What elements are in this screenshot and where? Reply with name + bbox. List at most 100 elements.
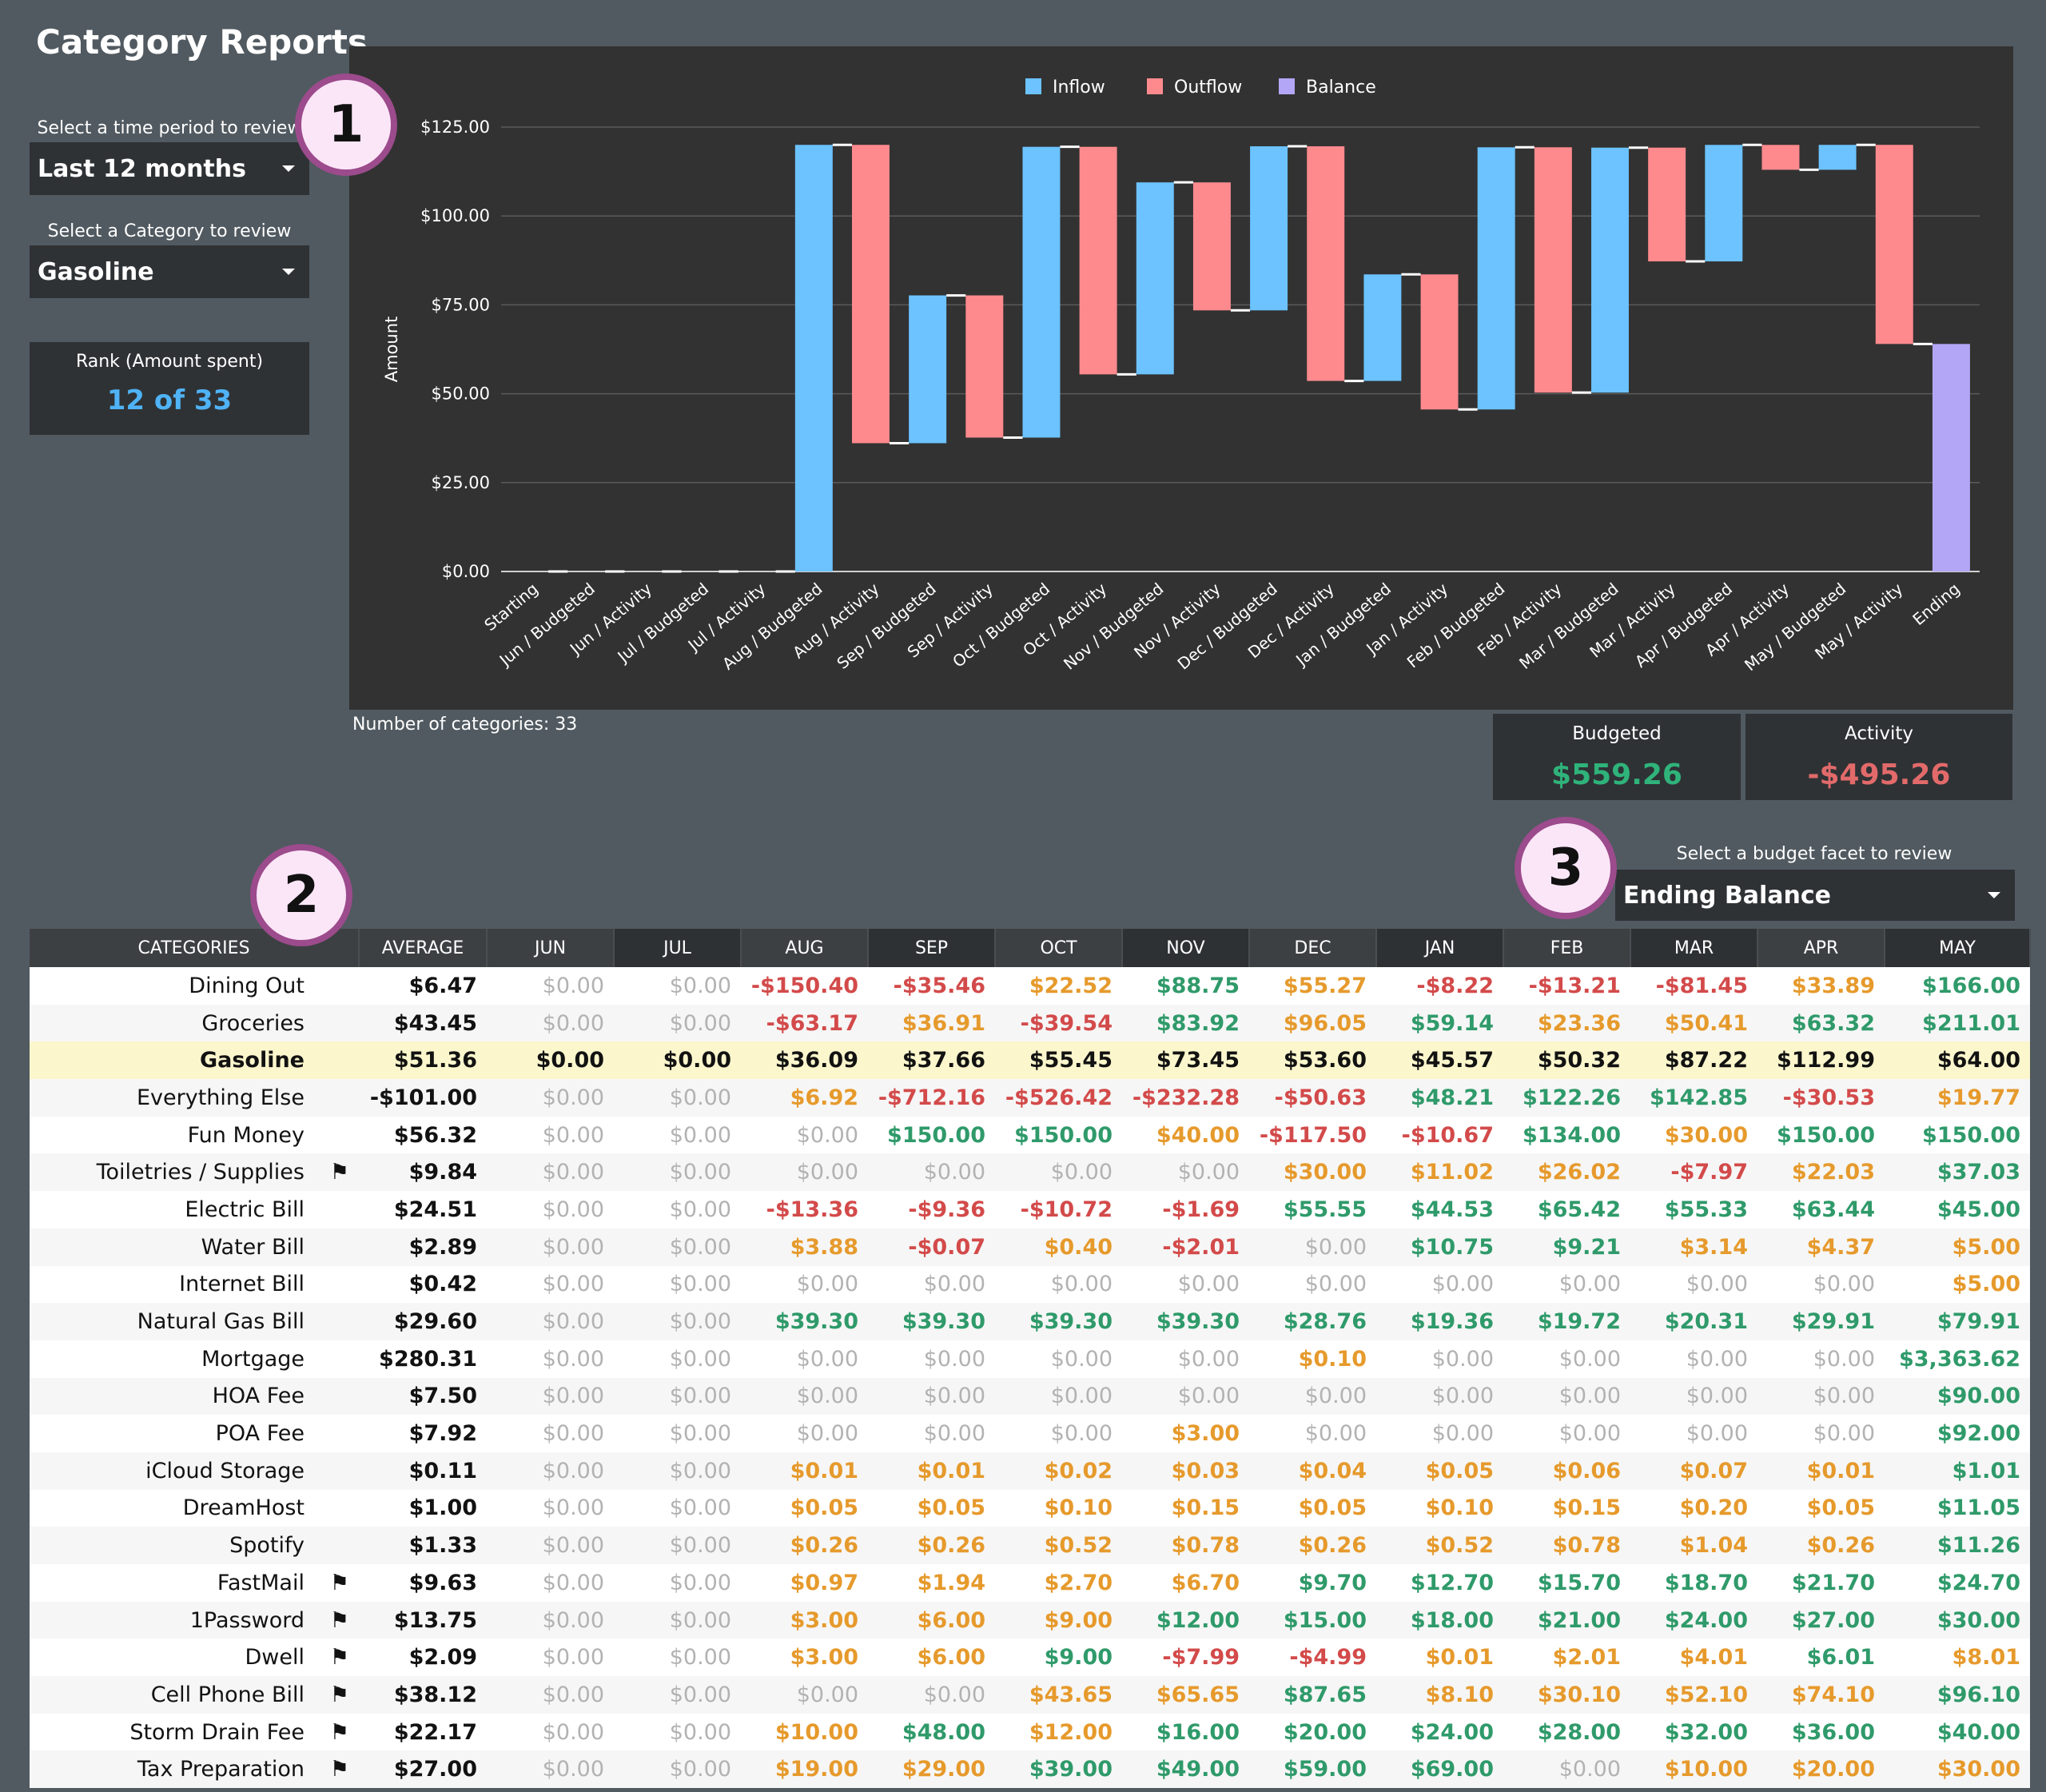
month-value: $0.00 <box>487 1676 615 1714</box>
average-value: $2.09 <box>359 1639 488 1677</box>
category-name: Internet Bill <box>30 1265 314 1304</box>
month-value: $59.00 <box>1249 1750 1377 1789</box>
flag-slot <box>314 1116 360 1154</box>
column-header-nov[interactable]: NOV <box>1122 929 1251 967</box>
month-value: $0.00 <box>1249 1415 1377 1452</box>
month-value: $12.70 <box>1376 1564 1504 1602</box>
column-header-mar[interactable]: MAR <box>1630 929 1759 967</box>
bar-inflow <box>1705 145 1743 262</box>
flag-slot <box>314 1527 360 1564</box>
bar-inflow <box>1363 274 1402 381</box>
month-value: $0.01 <box>1757 1452 1885 1490</box>
bar-inflow <box>794 145 833 571</box>
x-tick-label: Nov / Budgeted <box>1060 579 1167 673</box>
table-row[interactable]: iCloud Storage $0.11 $0.00 $0.00 $0.01 $0.01 $… <box>30 1452 2031 1490</box>
month-value: $0.78 <box>1503 1527 1631 1564</box>
table-row[interactable]: Dining Out $6.47 $0.00 $0.00 -$150.40 -$35.46… <box>30 967 2031 1005</box>
column-header-sep[interactable]: SEP <box>868 929 997 967</box>
average-value: $13.75 <box>359 1601 488 1639</box>
month-value: $9.21 <box>1503 1228 1631 1266</box>
month-value: $0.05 <box>1249 1489 1377 1527</box>
table-row[interactable]: Electric Bill $24.51 $0.00 $0.00 -$13.36 -$9.… <box>30 1191 2031 1229</box>
facet-dropdown[interactable]: Ending Balance <box>1615 870 2015 921</box>
table-row[interactable]: HOA Fee $7.50 $0.00 $0.00 $0.00 $0.00 $0.00 $0.… <box>30 1377 2031 1416</box>
table-row[interactable]: Dwell ⚑ $2.09 $0.00 $0.00 $3.00 $6.00 $9.00 -$7.… <box>30 1639 2031 1677</box>
column-header-may[interactable]: MAY <box>1885 929 2032 967</box>
average-value: $24.51 <box>359 1191 488 1229</box>
table-row[interactable]: FastMail ⚑ $9.63 $0.00 $0.00 $0.97 $1.94 $2.70 $… <box>30 1564 2031 1602</box>
table-row[interactable]: POA Fee $7.92 $0.00 $0.00 $0.00 $0.00 $0.00 $3.… <box>30 1415 2031 1452</box>
column-header-jan[interactable]: JAN <box>1376 929 1505 967</box>
average-value: $6.47 <box>359 967 488 1005</box>
flag-slot <box>314 1265 360 1304</box>
column-header-jul[interactable]: JUL <box>614 929 742 967</box>
month-value: $52.10 <box>1630 1676 1758 1714</box>
x-tick-label: Jun / Budgeted <box>495 579 599 671</box>
month-value: $0.00 <box>487 1228 615 1266</box>
month-value: $150.00 <box>995 1116 1123 1154</box>
month-value: $0.26 <box>1249 1527 1377 1564</box>
table-row[interactable]: Toiletries / Supplies ⚑ $9.84 $0.00 $0.00 $0.… <box>30 1153 2031 1192</box>
table-row[interactable]: Natural Gas Bill $29.60 $0.00 $0.00 $39.30 $3… <box>30 1303 2031 1340</box>
column-header-average[interactable]: AVERAGE <box>359 929 488 967</box>
legend-swatch-balance <box>1279 78 1295 94</box>
average-value: $2.89 <box>359 1228 488 1266</box>
table-row[interactable]: Water Bill $2.89 $0.00 $0.00 $3.88 -$0.07 $0.4… <box>30 1228 2031 1266</box>
category-dropdown[interactable]: Gasoline <box>30 245 309 298</box>
month-value: $87.22 <box>1630 1041 1758 1080</box>
x-tick-label: Feb / Budgeted <box>1403 579 1509 671</box>
category-name: Spotify <box>30 1527 314 1564</box>
month-value: $0.00 <box>487 1564 615 1602</box>
month-value: $69.00 <box>1376 1750 1504 1789</box>
month-value: $0.00 <box>487 1601 615 1639</box>
table-row[interactable]: 1Password ⚑ $13.75 $0.00 $0.00 $3.00 $6.00 $9.0… <box>30 1601 2031 1639</box>
table-row[interactable]: Storm Drain Fee ⚑ $22.17 $0.00 $0.00 $10.00 $4… <box>30 1713 2031 1751</box>
month-value: -$81.45 <box>1630 967 1758 1005</box>
month-value: -$1.69 <box>1122 1191 1250 1229</box>
table-row[interactable]: Groceries $43.45 $0.00 $0.00 -$63.17 $36.91 -$… <box>30 1004 2031 1042</box>
month-value: $50.41 <box>1630 1004 1758 1042</box>
column-header-jun[interactable]: JUN <box>487 929 615 967</box>
flag-slot <box>314 1191 360 1229</box>
month-value: $24.70 <box>1885 1564 2031 1602</box>
table-row[interactable]: Gasoline $51.36 $0.00 $0.00 $36.09 $37.66 $55.… <box>30 1041 2031 1080</box>
table-row[interactable]: Mortgage $280.31 $0.00 $0.00 $0.00 $0.00 $0.00… <box>30 1340 2031 1378</box>
x-tick-label: May / Budgeted <box>1741 579 1849 675</box>
month-value: $87.65 <box>1249 1676 1377 1714</box>
table-row[interactable]: Fun Money $56.32 $0.00 $0.00 $0.00 $150.00 $15… <box>30 1116 2031 1154</box>
table-row[interactable]: Spotify $1.33 $0.00 $0.00 $0.26 $0.26 $0.52 $0.… <box>30 1527 2031 1564</box>
month-value: $36.00 <box>1757 1713 1885 1751</box>
table-header-row: CATEGORIES AVERAGE JUN JUL AUG SEP OCT NOV DEC JA… <box>30 929 2032 967</box>
month-value: $0.00 <box>614 1228 742 1266</box>
column-header-aug[interactable]: AUG <box>741 929 870 967</box>
month-value: $0.00 <box>741 1116 869 1154</box>
month-value: $0.00 <box>1249 1228 1377 1266</box>
month-value: $0.00 <box>614 1079 742 1117</box>
table-row[interactable]: Internet Bill $0.42 $0.00 $0.00 $0.00 $0.00 $0… <box>30 1265 2031 1304</box>
average-value: $280.31 <box>359 1340 488 1378</box>
column-header-dec[interactable]: DEC <box>1249 929 1378 967</box>
column-header-apr[interactable]: APR <box>1757 929 1886 967</box>
category-label: Select a Category to review <box>47 221 292 241</box>
month-value: $0.00 <box>1630 1415 1758 1452</box>
table-row[interactable]: Cell Phone Bill ⚑ $38.12 $0.00 $0.00 $0.00 $0.… <box>30 1676 2031 1714</box>
month-value: $134.00 <box>1503 1116 1631 1154</box>
rank-label: Rank (Amount spent) <box>75 352 264 372</box>
month-value: $65.65 <box>1122 1676 1250 1714</box>
table-row[interactable]: Tax Preparation ⚑ $27.00 $0.00 $0.00 $19.00 $2… <box>30 1750 2031 1789</box>
column-header-oct[interactable]: OCT <box>995 929 1124 967</box>
period-dropdown[interactable]: Last 12 months <box>30 142 309 195</box>
month-value: $0.01 <box>1376 1639 1504 1677</box>
month-value: $40.00 <box>1122 1116 1250 1154</box>
category-name: Water Bill <box>30 1228 314 1266</box>
period-label: Select a time period to review <box>37 118 302 138</box>
month-value: -$232.28 <box>1122 1079 1250 1117</box>
table-row[interactable]: DreamHost $1.00 $0.00 $0.00 $0.05 $0.05 $0.10 $… <box>30 1489 2031 1527</box>
table-row[interactable]: Everything Else -$101.00 $0.00 $0.00 $6.92 -$… <box>30 1079 2031 1117</box>
month-value: $0.00 <box>487 1079 615 1117</box>
column-header-feb[interactable]: FEB <box>1503 929 1632 967</box>
month-value: $21.00 <box>1503 1601 1631 1639</box>
month-value: $37.03 <box>1885 1153 2031 1192</box>
month-value: $0.00 <box>1757 1340 1885 1378</box>
x-tick-label: Sep / Budgeted <box>833 579 939 672</box>
